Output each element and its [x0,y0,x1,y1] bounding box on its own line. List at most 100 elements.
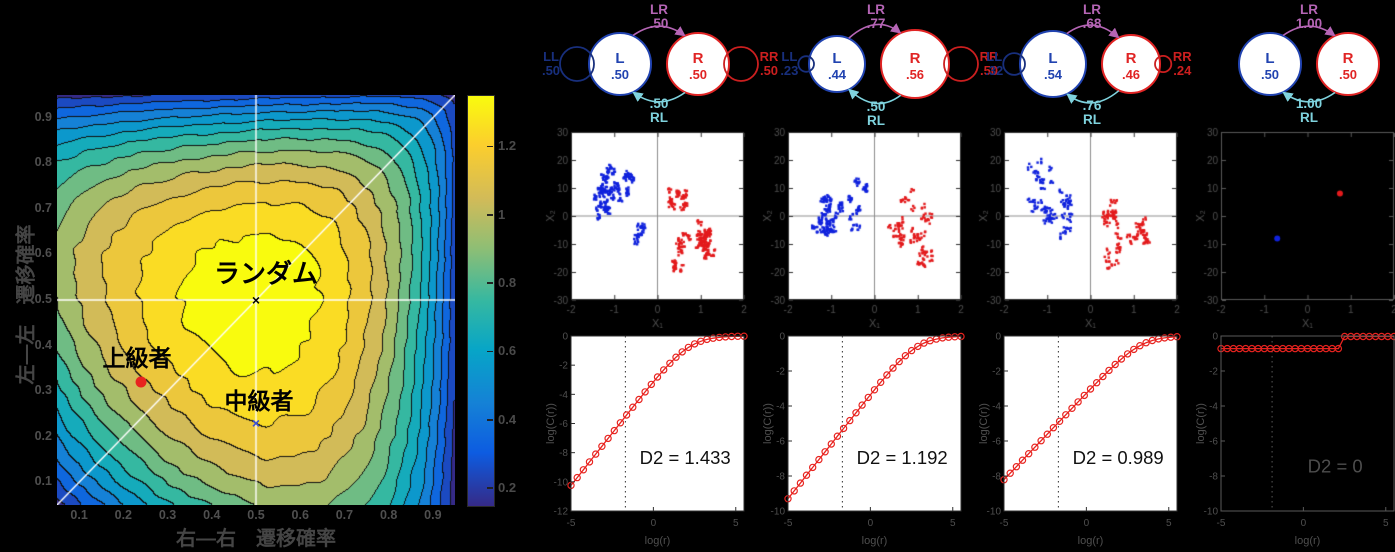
annotation-label-expert: 上級者 [102,345,172,371]
colorbar-tick-label: 0.4 [498,411,517,427]
arc-value-LR: .68 [1083,16,1102,31]
d2-xlabel: log(r) [1078,535,1104,547]
state-name-R: R [693,50,704,67]
state-value-L: .54 [1044,67,1063,82]
d2-xtick: 0 [868,518,874,529]
colorbar-tick-label: 1 [498,206,506,222]
curve-marker [1068,404,1076,413]
state-value-R: .46 [1122,67,1140,82]
self-loop-LL [559,46,595,82]
arc-value-LR: .77 [867,16,886,31]
curve-marker [1142,339,1150,347]
curve-marker [839,424,848,433]
curve-marker [870,386,879,394]
d2-xtick: 0 [651,518,657,529]
d2-ytick: -10 [1204,507,1219,518]
curve-marker [1037,436,1045,445]
d2-plot-background [788,336,961,511]
d2-value-label: D2 = 0.989 [1073,447,1164,468]
state-circle-R [666,32,730,96]
d2-ytick: 0 [1212,332,1218,343]
d2-ytick: 0 [995,332,1001,343]
curve-marker [907,346,916,355]
curve-marker [1080,391,1089,400]
curve-marker [690,340,699,348]
curve-marker [672,353,680,361]
colorbar-tickmark [487,350,493,353]
contour-xtick: 0.7 [335,508,354,522]
arc-label-LR: LR [650,2,668,17]
d2-ytick: -8 [992,472,1001,483]
d2-plot: -5 0 5 0 -2 -4 -6 -8 -10 D2 = 0 log(r) log(C(r)) [1195,332,1395,547]
arc-label-RL: RL [1083,112,1101,127]
analysis-column-3: L .54 R .46 LL .32 RR .24 LR .68.76 RL -5 0 5 0 -2 -4 -6-… [978,0,1195,552]
transition-arc-LR [1066,24,1120,39]
curve-marker [1043,430,1052,438]
curve-marker [809,463,817,472]
contour-xtick: 0.2 [114,508,133,522]
curve-marker [1099,372,1107,381]
d2-ytick: -2 [776,367,785,378]
d2-plot-border [787,335,962,512]
transition-arc-LR [632,25,686,37]
curve-marker [641,388,649,396]
curve-marker [914,342,922,351]
state-name-R: R [910,50,921,67]
d2-xtick: -5 [1217,518,1226,529]
transition-arc-LR [1282,25,1336,37]
arc-label-LR: LR [1083,2,1101,17]
d2-xlabel: log(r) [645,535,671,547]
curve-marker [629,403,637,411]
curve-marker [1123,350,1132,358]
state-name-L: L [1048,50,1057,67]
colorbar-tickmark [487,145,493,148]
colorbar-tick-label: 0.8 [498,274,517,290]
self-loop-value-RR: .50 [980,63,998,78]
colorbar-tickmark [487,214,493,216]
self-loop-value-RR: .24 [1173,63,1192,78]
state-name-R: R [1126,50,1137,67]
d2-xlabel: log(r) [862,535,888,547]
curve-marker [1031,443,1039,451]
contour-xtick: 0.6 [291,508,309,522]
curve-marker [846,416,854,425]
d2-ytick: 0 [779,332,785,343]
curve-marker [883,371,891,379]
d2-plot-background [571,336,744,511]
curve-marker [1049,423,1058,432]
d2-ytick: -4 [559,390,568,401]
contour-ytick: 0.9 [34,109,52,124]
contour-ytick: 0.5 [34,292,52,306]
curve-marker [1105,366,1113,375]
curve-marker [659,366,668,374]
contour-xtick: 0.4 [203,508,221,522]
d2-ytick: -6 [776,437,785,448]
curve-marker [1074,398,1082,406]
curve-marker [598,442,606,451]
curve-marker [827,440,836,448]
curve-marker [1012,462,1021,471]
contour-ylabel: 左―左 遷移確率 [15,224,38,385]
state-name-R: R [1343,50,1354,67]
d2-ytick: -6 [559,419,568,430]
curve-marker [1334,344,1343,353]
self-loop-value-RR: .50 [760,63,778,78]
self-loop-label-LL: LL [986,49,1002,64]
state-circle-R [1316,32,1380,96]
curve-marker [889,364,897,372]
curve-marker [592,450,600,458]
arc-label-RL: RL [867,113,885,128]
d2-value-label: D2 = 1.433 [640,447,731,468]
analysis-column-4: L .50 R .50 LR 1.00 1.00 RL -5 0 5 0 -2 -4 -6 -8 -10 D2 =… [1195,0,1395,552]
scatter-plot-canvas [978,126,1192,328]
curve-marker [1018,456,1027,464]
state-circle-L [1019,30,1087,98]
d2-xtick: 5 [1166,518,1172,529]
arc-value-RL: .50 [867,99,886,114]
state-value-R: .56 [906,67,924,82]
curve-marker [876,378,885,387]
self-loop-value-LL: .32 [985,63,1003,78]
d2-value-label: D2 = 0 [1308,456,1363,477]
